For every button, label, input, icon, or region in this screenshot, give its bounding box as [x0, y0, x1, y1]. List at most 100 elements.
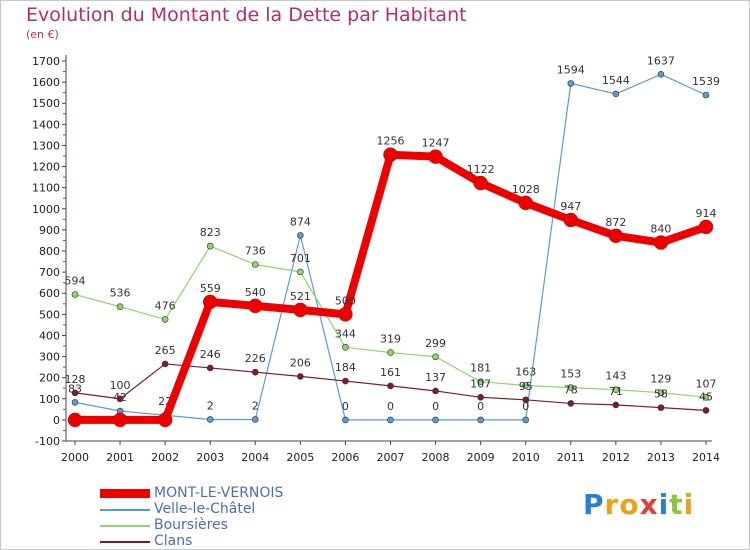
data-label: 823: [200, 226, 221, 239]
data-label: 1028: [512, 183, 540, 196]
data-point: [161, 360, 169, 368]
data-label: 128: [65, 373, 86, 386]
legend-swatch-velle-le-chatel: [100, 509, 150, 511]
data-label: 129: [650, 373, 671, 386]
legend-label-velle-le-chatel: Velle-le-Châtel: [154, 501, 256, 517]
data-label: 0: [387, 400, 394, 413]
data-point: [206, 242, 214, 250]
y-tick-label: 1400: [32, 118, 60, 131]
logo-letter: t: [669, 488, 684, 521]
data-point: [248, 298, 263, 314]
data-point: [157, 412, 173, 428]
y-tick-label: 1600: [32, 76, 60, 89]
data-point: [293, 302, 308, 318]
legend-label-clans: Clans: [154, 533, 193, 549]
data-label: 2: [252, 399, 259, 412]
data-point: [251, 261, 259, 268]
data-point: [432, 416, 439, 424]
x-tick-label: 2004: [241, 451, 269, 464]
data-label: 344: [335, 327, 356, 340]
data-point: [387, 382, 394, 390]
data-label: 872: [605, 216, 626, 229]
data-point: [116, 303, 124, 311]
data-point: [342, 343, 349, 351]
logo-letter: i: [683, 488, 695, 521]
data-point: [432, 387, 439, 395]
y-tick-label: 1700: [32, 55, 60, 68]
data-point: [522, 396, 530, 404]
x-tick-label: 2008: [422, 451, 450, 464]
data-label: 58: [654, 388, 668, 401]
logo-letter: r: [604, 488, 620, 521]
y-tick-label: 1500: [32, 97, 60, 110]
data-label: 95: [519, 380, 533, 393]
x-tick-label: 2009: [467, 451, 495, 464]
data-label: 1122: [467, 163, 495, 176]
y-tick-label: 900: [39, 224, 60, 237]
x-tick-label: 2000: [61, 451, 89, 464]
x-tick-label: 2005: [286, 451, 314, 464]
data-point: [67, 412, 83, 428]
y-tick-label: 1000: [32, 203, 60, 216]
data-point: [297, 232, 304, 239]
legend-swatch-clans: [100, 541, 150, 543]
data-label: 246: [200, 348, 221, 361]
data-label: 226: [245, 352, 266, 365]
data-label: 500: [335, 294, 356, 307]
y-tick-label: 600: [39, 287, 60, 300]
data-point: [612, 386, 620, 394]
data-label: 1637: [647, 54, 675, 67]
data-point: [702, 91, 710, 99]
data-point: [702, 407, 710, 414]
data-label: 476: [155, 299, 176, 312]
data-point: [116, 395, 124, 403]
x-tick-label: 2001: [106, 451, 134, 464]
data-label: 83: [68, 382, 82, 395]
x-tick-label: 2013: [647, 451, 675, 464]
data-point: [522, 416, 530, 424]
data-point: [657, 389, 665, 396]
data-label: 1544: [602, 74, 630, 87]
y-tick-label: 1300: [32, 139, 60, 152]
data-point: [612, 401, 620, 409]
logo-letter: P: [583, 488, 605, 521]
data-label: 947: [560, 200, 581, 213]
data-label: 71: [609, 385, 623, 398]
y-tick-label: 800: [39, 245, 60, 258]
x-tick-label: 2003: [196, 451, 224, 464]
data-label: 107: [696, 377, 717, 390]
x-tick-label: 2002: [151, 451, 179, 464]
data-point: [522, 382, 530, 389]
data-point: [71, 399, 79, 406]
data-label: 100: [110, 379, 131, 392]
data-point: [206, 364, 214, 372]
data-label: 0: [342, 400, 349, 413]
data-label: 840: [650, 223, 671, 236]
data-point: [657, 71, 665, 78]
data-point: [202, 294, 218, 310]
logo-letter: o: [619, 488, 640, 521]
legend-label-boursieres: Boursières: [154, 517, 228, 533]
data-label: 206: [290, 356, 311, 369]
data-label: 0: [522, 400, 529, 413]
data-point: [251, 416, 259, 423]
data-label: 319: [380, 333, 401, 346]
data-point: [477, 393, 484, 401]
data-label: 1247: [422, 137, 450, 150]
data-label: 914: [696, 207, 717, 220]
x-tick-label: 2011: [557, 451, 585, 464]
data-point: [71, 291, 79, 298]
data-point: [387, 416, 394, 424]
data-point: [567, 80, 575, 87]
data-label: 0: [477, 400, 484, 413]
data-label: 161: [380, 366, 401, 379]
chart-title: Evolution du Montant de la Dette par Hab…: [26, 4, 467, 26]
y-tick-label: -100: [35, 435, 60, 448]
legend-swatch-boursieres: [100, 525, 150, 527]
y-tick-label: 700: [39, 266, 60, 279]
data-label: 1256: [377, 135, 405, 148]
data-point: [698, 219, 714, 235]
data-label: 181: [470, 362, 491, 375]
data-point: [608, 228, 624, 244]
y-tick-label: 400: [39, 329, 60, 342]
